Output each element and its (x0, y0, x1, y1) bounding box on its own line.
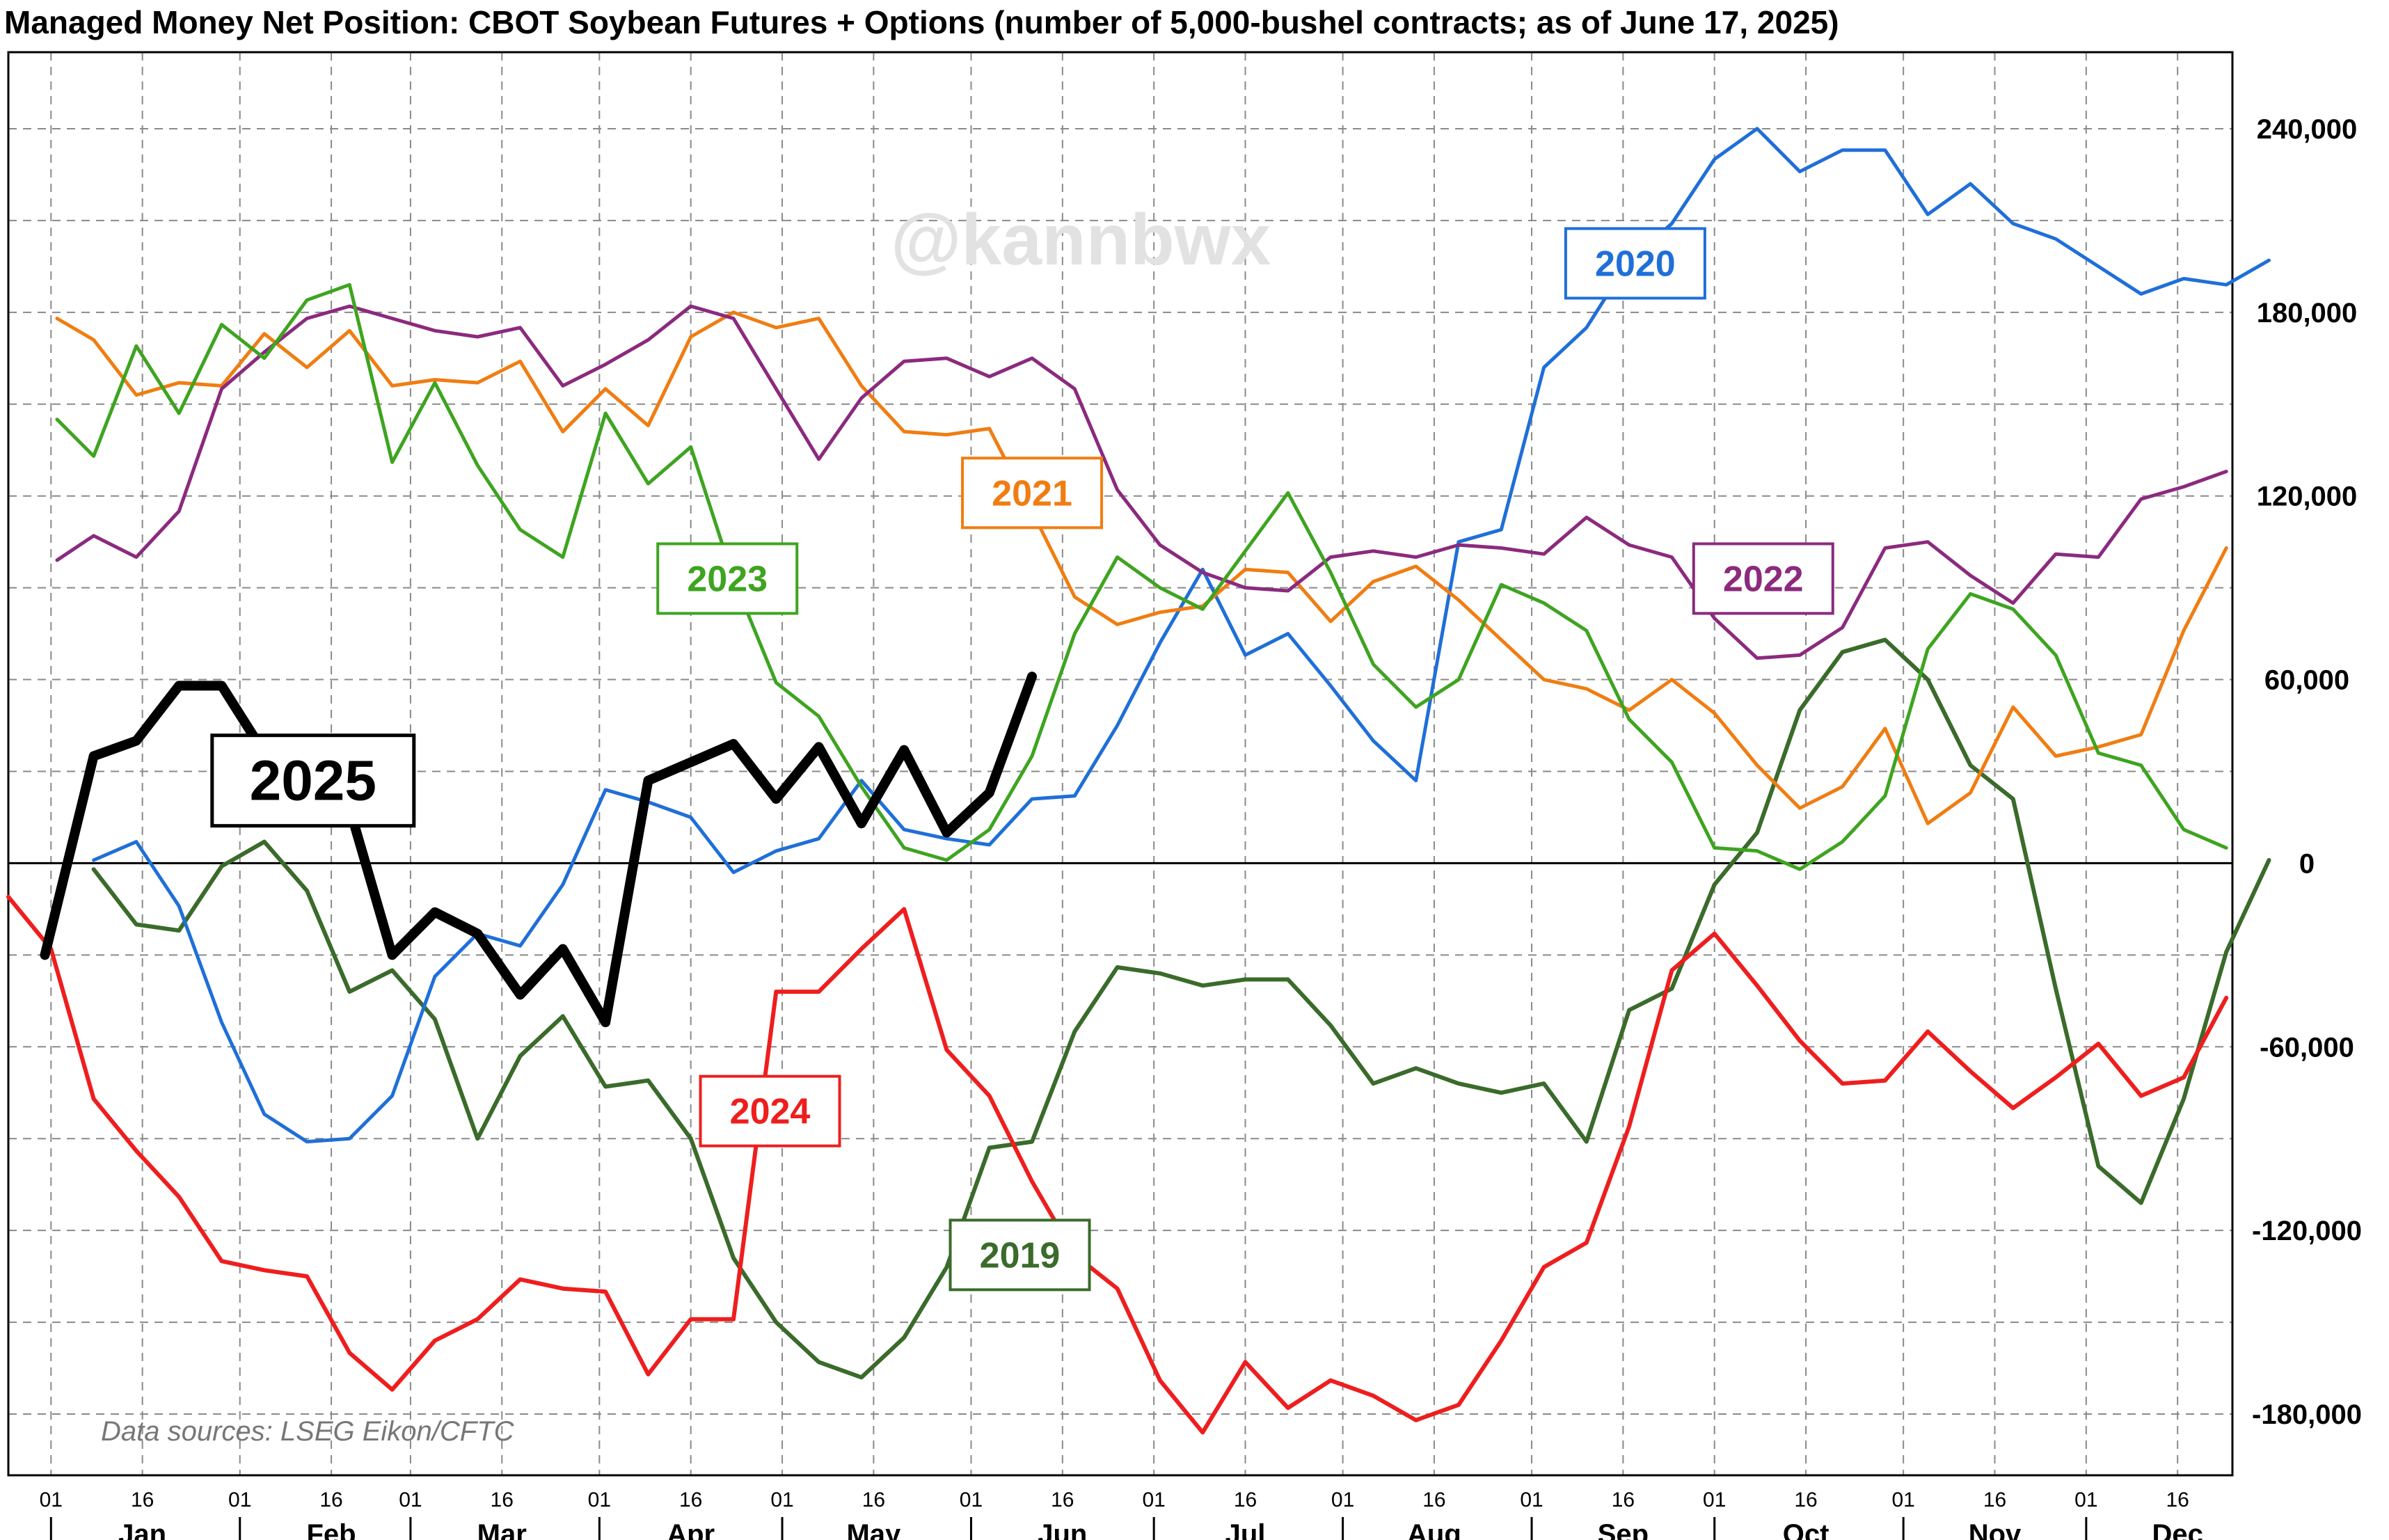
x-day-label: 16 (1051, 1489, 1074, 1511)
series-label-2020: 2020 (1595, 244, 1676, 284)
x-day-label: 01 (40, 1489, 63, 1511)
series-label-box-2025 (210, 733, 416, 828)
x-day-label: 01 (1891, 1489, 1914, 1511)
series-label-box-2022 (1692, 542, 1834, 615)
series-labels: 2019 2020 2021 2022 2023 2024 2025 (210, 227, 1834, 1292)
x-day-label: 16 (679, 1489, 702, 1511)
series-label-box-2020 (1564, 227, 1706, 300)
x-month-label: Mar (477, 1519, 527, 1540)
y-tick-label: 0 (2299, 848, 2315, 879)
x-month-label: Aug (1407, 1519, 1461, 1540)
x-day-label: 01 (1520, 1489, 1543, 1511)
x-day-label: 16 (862, 1489, 885, 1511)
series-line-2021 (55, 310, 2228, 825)
series-label-2019: 2019 (980, 1235, 1061, 1276)
series-line-2025 (40, 672, 1037, 1028)
y-tick-label: 240,000 (2257, 114, 2358, 145)
x-day-label: 16 (131, 1489, 154, 1511)
series-label-box-2024 (699, 1074, 841, 1148)
y-tick-label: -120,000 (2252, 1216, 2362, 1246)
series-line-2020 (92, 127, 2271, 1144)
x-day-label: 01 (1142, 1489, 1165, 1511)
x-month-label: Jan (118, 1519, 166, 1540)
series-label-2025: 2025 (250, 749, 376, 813)
series-label-2024: 2024 (730, 1092, 811, 1132)
series-label-2023: 2023 (687, 559, 768, 599)
x-day-label: 16 (2166, 1489, 2189, 1511)
series-group (6, 127, 2271, 1435)
y-tick-label: -180,000 (2252, 1399, 2362, 1430)
x-month-label: Oct (1783, 1519, 1830, 1540)
series-line-2022 (55, 304, 2228, 660)
data-source: Data sources: LSEG Eikon/CFTC (101, 1416, 515, 1447)
y-tick-label: -60,000 (2260, 1032, 2354, 1063)
x-day-label: 16 (1612, 1489, 1635, 1511)
y-tick-label: 180,000 (2257, 298, 2358, 328)
x-month-label: Jul (1225, 1519, 1266, 1540)
x-day-label: 01 (399, 1489, 422, 1511)
plot-frame (7, 51, 2234, 1477)
x-day-label: 01 (2074, 1489, 2097, 1511)
x-day-label: 01 (228, 1489, 251, 1511)
chart-title: Managed Money Net Position: CBOT Soybean… (4, 4, 1839, 40)
x-month-label: Jun (1038, 1519, 1087, 1540)
x-month-label: Apr (667, 1519, 715, 1540)
watermark: @kannbwx (891, 200, 1271, 280)
series-label-2021: 2021 (992, 473, 1072, 514)
series-line-2024 (6, 894, 2229, 1435)
axes: 240,000 180,000 120,000 60,000 0 -60,000 -120,… (7, 51, 2362, 1540)
x-month-label: Nov (1969, 1519, 2022, 1540)
x-month-label: Sep (1598, 1519, 1649, 1540)
grid (8, 52, 2232, 1475)
x-day-label: 16 (1422, 1489, 1445, 1511)
series-label-box-2023 (656, 542, 799, 615)
x-day-label: 16 (1234, 1489, 1257, 1511)
x-day-label: 16 (491, 1489, 514, 1511)
x-month-label: May (846, 1519, 901, 1540)
series-label-2022: 2022 (1723, 559, 1804, 599)
series-line-2023 (55, 283, 2228, 871)
x-month-label: Feb (307, 1519, 356, 1540)
x-day-label: 01 (1703, 1489, 1726, 1511)
y-tick-label: 60,000 (2264, 665, 2349, 696)
series-line-2019 (91, 637, 2271, 1380)
x-day-label: 01 (1331, 1489, 1354, 1511)
x-month-label: Dec (2152, 1519, 2203, 1540)
x-day-label: 01 (960, 1489, 983, 1511)
x-day-label: 01 (770, 1489, 793, 1511)
x-day-label: 16 (1794, 1489, 1817, 1511)
x-day-label: 16 (319, 1489, 342, 1511)
x-day-label: 16 (1983, 1489, 2006, 1511)
series-label-box-2019 (949, 1218, 1091, 1292)
y-tick-label: 120,000 (2257, 482, 2358, 512)
series-label-box-2021 (961, 457, 1104, 530)
x-day-label: 01 (588, 1489, 611, 1511)
